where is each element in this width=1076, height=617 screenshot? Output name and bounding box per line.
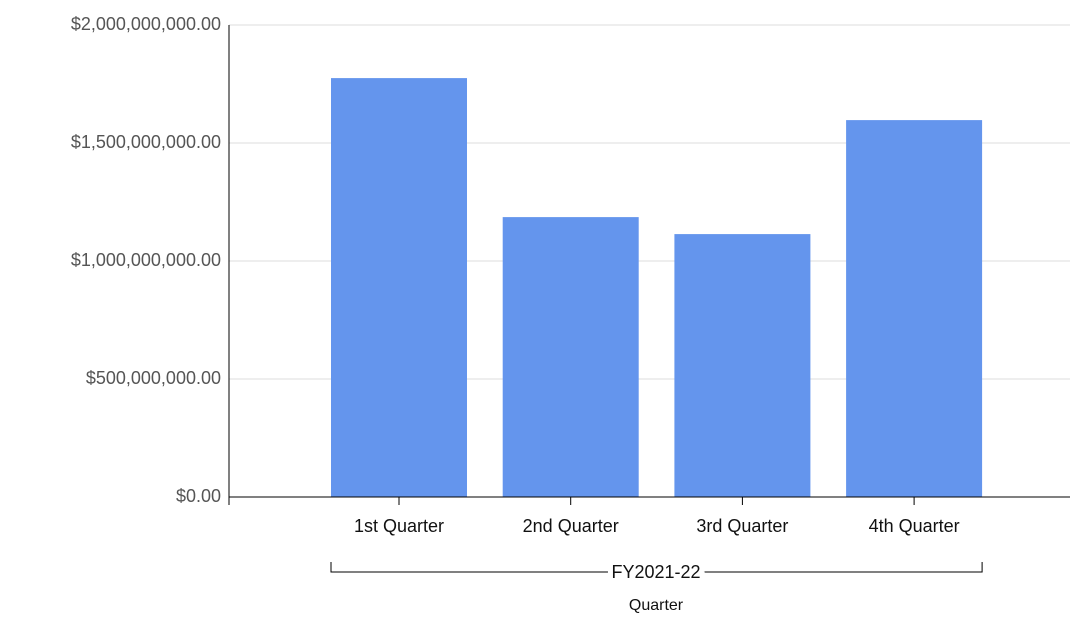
category-group-bracket — [330, 562, 983, 573]
bar — [846, 120, 983, 497]
x-axis-title: Quarter — [629, 597, 684, 614]
y-tick-label: $2,000,000,000.00 — [71, 14, 221, 34]
bar — [502, 217, 639, 497]
bar — [674, 234, 811, 497]
x-tick-label: 1st Quarter — [354, 516, 444, 536]
category-group-label: FY2021-22 — [611, 562, 700, 582]
y-tick-label: $1,500,000,000.00 — [71, 132, 221, 152]
x-tick-label: 2nd Quarter — [523, 516, 619, 536]
y-tick-label: $500,000,000.00 — [86, 368, 221, 388]
bar — [331, 78, 467, 497]
x-tick-label: 4th Quarter — [869, 516, 960, 536]
y-tick-label: $0.00 — [176, 486, 221, 506]
y-tick-label: $1,000,000,000.00 — [71, 250, 221, 270]
x-tick-label: 3rd Quarter — [696, 516, 788, 536]
